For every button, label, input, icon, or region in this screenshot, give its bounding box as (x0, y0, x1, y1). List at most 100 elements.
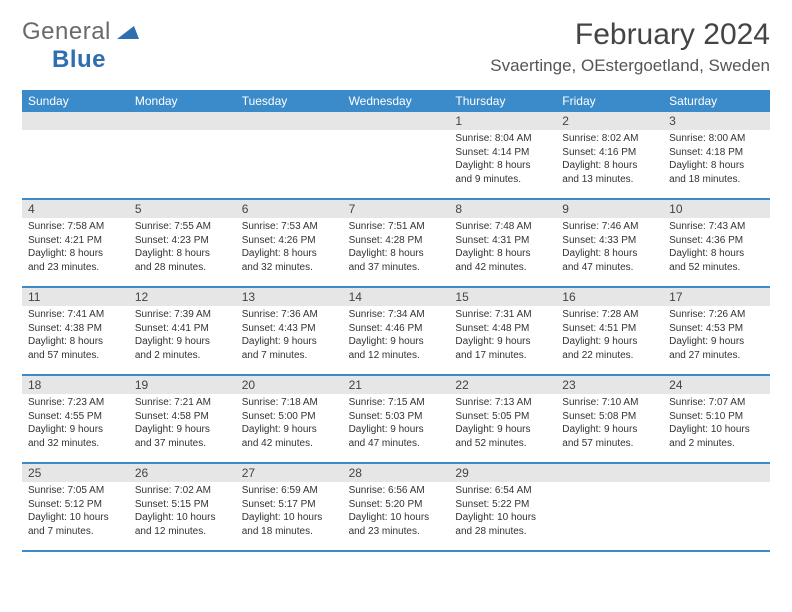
day-detail-line: Daylight: 10 hours (242, 511, 337, 525)
day-details: Sunrise: 7:07 AMSunset: 5:10 PMDaylight:… (663, 394, 770, 454)
day-detail-line: Daylight: 9 hours (455, 423, 550, 437)
day-cell: 25Sunrise: 7:05 AMSunset: 5:12 PMDayligh… (22, 464, 129, 550)
day-detail-line: Daylight: 9 hours (135, 423, 230, 437)
day-detail-line: Sunrise: 7:48 AM (455, 220, 550, 234)
day-details: Sunrise: 6:59 AMSunset: 5:17 PMDaylight:… (236, 482, 343, 542)
day-cell: 13Sunrise: 7:36 AMSunset: 4:43 PMDayligh… (236, 288, 343, 374)
week-row: 4Sunrise: 7:58 AMSunset: 4:21 PMDaylight… (22, 200, 770, 288)
day-detail-line: and 7 minutes. (28, 525, 123, 539)
day-detail-line: and 23 minutes. (28, 261, 123, 275)
day-detail-line: Sunrise: 7:26 AM (669, 308, 764, 322)
day-detail-line: Daylight: 8 hours (562, 159, 657, 173)
day-detail-line: Sunrise: 8:00 AM (669, 132, 764, 146)
day-detail-line: and 57 minutes. (28, 349, 123, 363)
day-detail-line: Sunrise: 7:53 AM (242, 220, 337, 234)
day-detail-line: Sunset: 4:21 PM (28, 234, 123, 248)
day-detail-line: and 37 minutes. (135, 437, 230, 451)
day-detail-line: Sunrise: 7:07 AM (669, 396, 764, 410)
day-cell (343, 112, 450, 198)
day-cell (236, 112, 343, 198)
day-detail-line: Sunrise: 7:21 AM (135, 396, 230, 410)
day-details: Sunrise: 8:04 AMSunset: 4:14 PMDaylight:… (449, 130, 556, 190)
day-number: 24 (663, 376, 770, 394)
day-detail-line: Sunset: 5:05 PM (455, 410, 550, 424)
day-detail-line: and 13 minutes. (562, 173, 657, 187)
day-detail-line: and 27 minutes. (669, 349, 764, 363)
day-detail-line: Sunrise: 7:46 AM (562, 220, 657, 234)
day-detail-line: and 22 minutes. (562, 349, 657, 363)
day-details: Sunrise: 7:23 AMSunset: 4:55 PMDaylight:… (22, 394, 129, 454)
day-number: 3 (663, 112, 770, 130)
day-details: Sunrise: 7:55 AMSunset: 4:23 PMDaylight:… (129, 218, 236, 278)
day-details: Sunrise: 7:46 AMSunset: 4:33 PMDaylight:… (556, 218, 663, 278)
weekday-header: Saturday (663, 90, 770, 112)
day-detail-line: Daylight: 8 hours (242, 247, 337, 261)
day-detail-line: Daylight: 8 hours (28, 247, 123, 261)
day-number: 21 (343, 376, 450, 394)
day-detail-line: Daylight: 9 hours (349, 335, 444, 349)
day-cell: 21Sunrise: 7:15 AMSunset: 5:03 PMDayligh… (343, 376, 450, 462)
day-details: Sunrise: 8:00 AMSunset: 4:18 PMDaylight:… (663, 130, 770, 190)
day-detail-line: Sunset: 5:00 PM (242, 410, 337, 424)
day-details (556, 482, 663, 546)
day-details: Sunrise: 7:36 AMSunset: 4:43 PMDaylight:… (236, 306, 343, 366)
day-detail-line: Sunrise: 7:43 AM (669, 220, 764, 234)
day-details: Sunrise: 6:56 AMSunset: 5:20 PMDaylight:… (343, 482, 450, 542)
logo: General Blue (22, 18, 139, 74)
day-details: Sunrise: 7:39 AMSunset: 4:41 PMDaylight:… (129, 306, 236, 366)
day-detail-line: Sunrise: 7:41 AM (28, 308, 123, 322)
day-detail-line: and 32 minutes. (242, 261, 337, 275)
day-detail-line: Sunrise: 7:18 AM (242, 396, 337, 410)
day-detail-line: Sunrise: 8:04 AM (455, 132, 550, 146)
day-detail-line: Sunset: 5:17 PM (242, 498, 337, 512)
day-detail-line: Sunrise: 8:02 AM (562, 132, 657, 146)
day-cell: 2Sunrise: 8:02 AMSunset: 4:16 PMDaylight… (556, 112, 663, 198)
day-detail-line: Daylight: 9 hours (242, 423, 337, 437)
day-details: Sunrise: 6:54 AMSunset: 5:22 PMDaylight:… (449, 482, 556, 542)
day-detail-line: Sunrise: 7:23 AM (28, 396, 123, 410)
week-row: 25Sunrise: 7:05 AMSunset: 5:12 PMDayligh… (22, 464, 770, 552)
day-detail-line: and 12 minutes. (135, 525, 230, 539)
day-detail-line: and 17 minutes. (455, 349, 550, 363)
day-details: Sunrise: 8:02 AMSunset: 4:16 PMDaylight:… (556, 130, 663, 190)
day-cell: 29Sunrise: 6:54 AMSunset: 5:22 PMDayligh… (449, 464, 556, 550)
day-number (22, 112, 129, 130)
day-detail-line: Daylight: 8 hours (669, 247, 764, 261)
weekday-header: Monday (129, 90, 236, 112)
day-details (236, 130, 343, 194)
day-detail-line: Sunset: 4:31 PM (455, 234, 550, 248)
day-detail-line: Sunset: 4:18 PM (669, 146, 764, 160)
day-detail-line: Sunrise: 7:36 AM (242, 308, 337, 322)
day-detail-line: Sunrise: 7:58 AM (28, 220, 123, 234)
day-number: 9 (556, 200, 663, 218)
day-details: Sunrise: 7:21 AMSunset: 4:58 PMDaylight:… (129, 394, 236, 454)
weekday-header: Tuesday (236, 90, 343, 112)
day-detail-line: Sunset: 4:41 PM (135, 322, 230, 336)
logo-word1: General (22, 18, 111, 45)
week-row: 11Sunrise: 7:41 AMSunset: 4:38 PMDayligh… (22, 288, 770, 376)
day-number: 6 (236, 200, 343, 218)
day-detail-line: Sunrise: 6:54 AM (455, 484, 550, 498)
day-detail-line: and 18 minutes. (242, 525, 337, 539)
day-detail-line: Sunset: 4:46 PM (349, 322, 444, 336)
day-detail-line: Sunrise: 7:28 AM (562, 308, 657, 322)
day-detail-line: Daylight: 10 hours (669, 423, 764, 437)
day-cell: 4 Sunrise: 7:58 AMSunset: 4:21 PMDaylight… (22, 200, 129, 286)
weekday-header-row: SundayMondayTuesdayWednesdayThursdayFrid… (22, 90, 770, 112)
day-details (663, 482, 770, 546)
day-number: 5 (129, 200, 236, 218)
day-details: Sunrise: 7:43 AMSunset: 4:36 PMDaylight:… (663, 218, 770, 278)
day-cell: 20Sunrise: 7:18 AMSunset: 5:00 PMDayligh… (236, 376, 343, 462)
day-cell: 24Sunrise: 7:07 AMSunset: 5:10 PMDayligh… (663, 376, 770, 462)
day-number: 4 (22, 200, 129, 218)
day-detail-line: Daylight: 8 hours (455, 159, 550, 173)
day-details: Sunrise: 7:31 AMSunset: 4:48 PMDaylight:… (449, 306, 556, 366)
day-detail-line: and 7 minutes. (242, 349, 337, 363)
day-number: 7 (343, 200, 450, 218)
day-detail-line: and 12 minutes. (349, 349, 444, 363)
day-detail-line: Daylight: 8 hours (562, 247, 657, 261)
day-cell (22, 112, 129, 198)
day-details: Sunrise: 7:34 AMSunset: 4:46 PMDaylight:… (343, 306, 450, 366)
day-detail-line: Sunset: 5:15 PM (135, 498, 230, 512)
day-number: 1 (449, 112, 556, 130)
